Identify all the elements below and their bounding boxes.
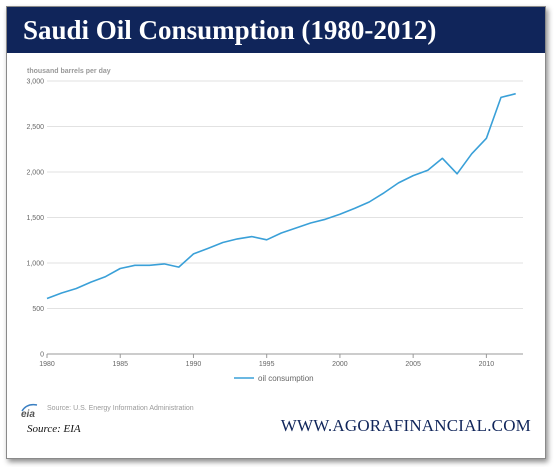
data-point[interactable] xyxy=(381,190,387,196)
source-label: Source: EIA xyxy=(27,423,81,435)
series-line-oil-consumption[interactable] xyxy=(46,92,516,300)
y-tick-label: 2,500 xyxy=(26,124,44,131)
data-point[interactable] xyxy=(132,262,138,268)
data-point[interactable] xyxy=(337,211,343,217)
data-point[interactable] xyxy=(161,261,167,267)
axis-layer: 0 500 1,000 1,500 2,000 2,500 3,000 1980 1985 199… xyxy=(26,79,523,368)
x-tick-label: 1995 xyxy=(259,361,275,368)
x-tick-label: 2000 xyxy=(332,361,348,368)
data-point[interactable] xyxy=(410,173,416,179)
y-tick-label: 1,000 xyxy=(26,261,44,268)
data-point[interactable] xyxy=(469,151,475,157)
data-point[interactable] xyxy=(205,245,211,251)
chart-area: 0 500 1,000 1,500 2,000 2,500 3,000 1980 1985 199… xyxy=(26,68,523,383)
data-point[interactable] xyxy=(278,230,284,236)
data-point[interactable] xyxy=(88,279,94,285)
data-point[interactable] xyxy=(190,251,196,257)
grid-layer xyxy=(47,80,523,309)
y-tick-label: 0 xyxy=(40,352,44,359)
y-tick-label: 500 xyxy=(32,306,44,313)
x-tick-label: 2005 xyxy=(405,361,421,368)
data-point[interactable] xyxy=(498,94,504,100)
data-point[interactable] xyxy=(147,262,153,268)
data-point[interactable] xyxy=(425,167,431,173)
data-point[interactable] xyxy=(366,199,372,205)
series-layer xyxy=(44,91,519,301)
data-point[interactable] xyxy=(513,91,519,97)
legend[interactable]: oil consumption xyxy=(234,374,314,383)
source-eia-note: Source: U.S. Energy Information Administ… xyxy=(47,405,194,412)
data-point[interactable] xyxy=(249,234,255,240)
y-tick-label: 1,500 xyxy=(26,215,44,222)
data-point[interactable] xyxy=(483,135,489,141)
data-point[interactable] xyxy=(454,171,460,177)
data-point[interactable] xyxy=(220,240,226,246)
data-point[interactable] xyxy=(439,155,445,161)
data-point[interactable] xyxy=(396,180,402,186)
x-tick-label: 1980 xyxy=(39,361,55,368)
chart-title: Saudi Oil Consumption (1980-2012) xyxy=(7,7,545,53)
data-point[interactable] xyxy=(234,236,240,242)
eia-logo-text: eia xyxy=(21,409,35,419)
y-axis-label: thousand barrels per day xyxy=(27,68,111,75)
y-tick-label: 2,000 xyxy=(26,170,44,177)
data-point[interactable] xyxy=(44,295,50,301)
data-point[interactable] xyxy=(352,205,358,211)
chart-frame: Saudi Oil Consumption (1980-2012) 0 500 1,… xyxy=(6,6,546,459)
brand-url[interactable]: WWW.AGORAFINANCIAL.COM xyxy=(280,416,531,435)
data-point[interactable] xyxy=(322,216,328,222)
legend-label: oil consumption xyxy=(258,374,314,383)
data-point[interactable] xyxy=(103,274,109,280)
y-tick-label: 3,000 xyxy=(26,79,44,86)
x-tick-label: 1990 xyxy=(186,361,202,368)
eia-logo: eia xyxy=(21,403,38,419)
data-point[interactable] xyxy=(59,290,65,296)
data-point[interactable] xyxy=(293,225,299,231)
x-tick-label: 2010 xyxy=(479,361,495,368)
data-point[interactable] xyxy=(308,220,314,226)
data-point[interactable] xyxy=(264,237,270,243)
data-point[interactable] xyxy=(176,264,182,270)
data-point[interactable] xyxy=(117,265,123,271)
x-tick-label: 1985 xyxy=(112,361,128,368)
data-point[interactable] xyxy=(73,285,79,291)
